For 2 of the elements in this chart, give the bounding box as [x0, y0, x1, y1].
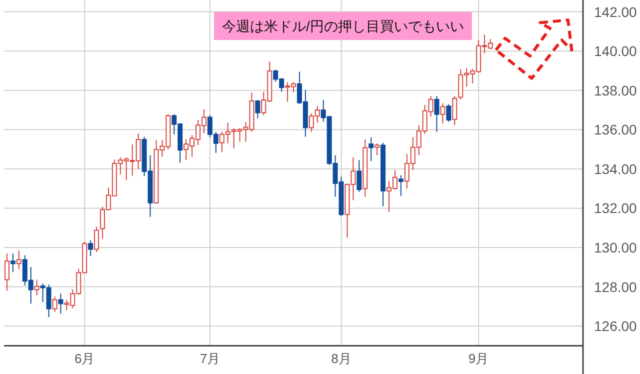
- annotation: 今週は米ドル/円の押し目買いでもいい: [222, 18, 464, 34]
- annotation: 今週は米ドル/円の押し目買いでもいい: [214, 12, 472, 40]
